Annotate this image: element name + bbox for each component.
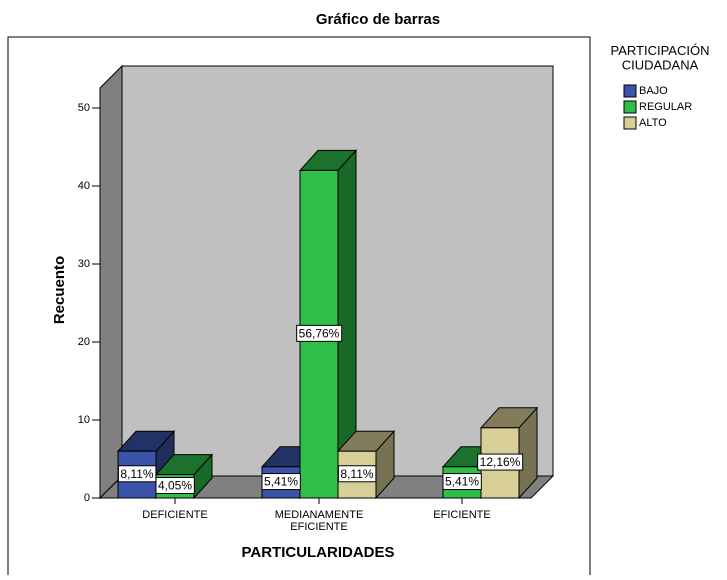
- legend-swatch: [623, 100, 637, 114]
- legend-label: BAJO: [639, 85, 668, 97]
- legend-swatch: [623, 84, 637, 98]
- value-label-box: [155, 476, 195, 494]
- value-label-box: [442, 473, 482, 491]
- legend-label: ALTO: [639, 117, 667, 129]
- value-label-box: [296, 324, 343, 342]
- bar: [479, 406, 539, 500]
- value-label-box: [117, 465, 157, 483]
- value-label: 4,05%: [158, 478, 192, 492]
- value-label: 56,76%: [299, 326, 340, 340]
- value-label-box: [477, 453, 524, 471]
- value-label: 8,11%: [120, 467, 153, 481]
- y-tick-label: 30: [78, 258, 90, 270]
- value-label: 8,11%: [340, 467, 373, 481]
- y-tick-label: 0: [84, 492, 90, 504]
- value-label-box: [337, 465, 377, 483]
- x-axis-label: PARTICULARIDADES: [241, 544, 394, 561]
- x-tick-label: EFICIENTE: [433, 509, 490, 521]
- bar: [336, 429, 396, 500]
- x-tick-label: DEFICIENTE: [142, 509, 207, 521]
- y-tick-label: 20: [78, 336, 90, 348]
- y-tick-label: 40: [78, 180, 90, 192]
- y-axis-label: Recuento: [51, 256, 68, 324]
- side-wall: [99, 64, 123, 500]
- legend-swatch: [623, 116, 637, 130]
- chart-title: Gráfico de barras: [316, 11, 440, 28]
- value-label-box: [261, 473, 301, 491]
- legend-label: REGULAR: [639, 101, 692, 113]
- legend-title: PARTICIPACIÓN CIUDADANA: [611, 43, 710, 72]
- value-label: 12,16%: [480, 455, 521, 469]
- y-tick-label: 50: [78, 102, 90, 114]
- value-label: 5,41%: [445, 475, 479, 489]
- y-tick-label: 10: [78, 414, 90, 426]
- value-label: 5,41%: [264, 475, 298, 489]
- x-tick-label: MEDIANAMENTE EFICIENTE: [275, 509, 364, 533]
